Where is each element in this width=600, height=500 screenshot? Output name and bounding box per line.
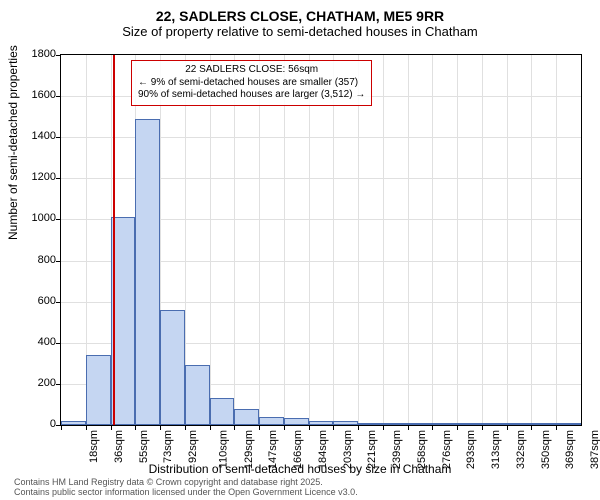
x-tick: 18sqm: [88, 430, 100, 463]
histogram-bar: [234, 409, 259, 425]
x-tick: 36sqm: [113, 430, 125, 463]
histogram-bar: [432, 423, 457, 425]
y-tick: 1000: [16, 212, 56, 224]
chart-container: 22, SADLERS CLOSE, CHATHAM, ME5 9RR Size…: [0, 0, 600, 500]
footer-line2: Contains public sector information licen…: [14, 488, 358, 498]
property-marker-line: [113, 55, 115, 425]
x-axis-label: Distribution of semi-detached houses by …: [0, 462, 600, 476]
annotation-line3: 90% of semi-detached houses are larger (…: [138, 89, 365, 102]
y-tick: 1400: [16, 130, 56, 142]
footer-attribution: Contains HM Land Registry data © Crown c…: [14, 478, 358, 498]
plot-area: 22 SADLERS CLOSE: 56sqm ← 9% of semi-det…: [60, 54, 582, 426]
x-tick: 55sqm: [138, 430, 150, 463]
histogram-bar: [309, 421, 334, 425]
histogram-bar: [160, 310, 185, 425]
annotation-line1: 22 SADLERS CLOSE: 56sqm: [138, 64, 365, 77]
y-tick: 200: [16, 377, 56, 389]
y-tick: 800: [16, 254, 56, 266]
histogram-bar: [482, 423, 507, 425]
annotation-line2: ← 9% of semi-detached houses are smaller…: [138, 77, 365, 90]
histogram-bar: [185, 365, 210, 425]
x-tick: 73sqm: [162, 430, 174, 463]
histogram-bar: [556, 423, 581, 425]
y-tick: 0: [16, 418, 56, 430]
y-tick: 400: [16, 336, 56, 348]
y-tick: 1600: [16, 89, 56, 101]
histogram-bar: [210, 398, 235, 425]
y-tick: 600: [16, 295, 56, 307]
y-axis-label: Number of semi-detached properties: [6, 45, 20, 240]
title-subtitle: Size of property relative to semi-detach…: [0, 24, 600, 39]
histogram-bar: [457, 423, 482, 425]
y-tick: 1800: [16, 48, 56, 60]
histogram-bar: [358, 423, 383, 425]
title-block: 22, SADLERS CLOSE, CHATHAM, ME5 9RR Size…: [0, 0, 600, 39]
histogram-bar: [333, 421, 358, 425]
histogram-bar: [531, 423, 556, 425]
title-address: 22, SADLERS CLOSE, CHATHAM, ME5 9RR: [0, 8, 600, 24]
histogram-bar: [507, 423, 532, 425]
histogram-bar: [383, 423, 408, 425]
x-tick: 92sqm: [187, 430, 199, 463]
histogram-bar: [86, 355, 111, 425]
histogram-bar: [408, 423, 433, 425]
histogram-bar: [61, 421, 86, 425]
annotation-box: 22 SADLERS CLOSE: 56sqm ← 9% of semi-det…: [131, 60, 372, 106]
histogram-bar: [259, 417, 284, 425]
histogram-bar: [284, 418, 309, 425]
y-tick: 1200: [16, 171, 56, 183]
histogram-bar: [135, 119, 160, 425]
